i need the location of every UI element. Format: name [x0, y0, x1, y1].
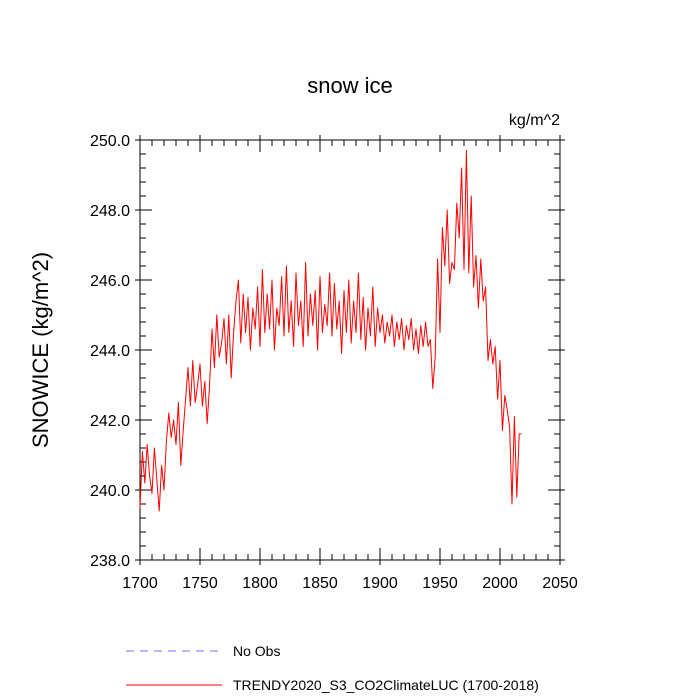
series-line — [139, 150, 522, 512]
x-tick-label: 2050 — [542, 575, 578, 592]
x-tick-label: 1750 — [182, 575, 218, 592]
legend-label-trendy: TRENDY2020_S3_CO2ClimateLUC (1700-2018) — [233, 677, 539, 693]
x-tick-label: 1800 — [242, 575, 278, 592]
y-tick-labels: 238.0 240.0 242.0 244.0 246.0 248.0 250.0 — [90, 133, 130, 570]
x-tick-label: 1950 — [422, 575, 458, 592]
x-tick-labels: 1700 1750 1800 1850 1900 1950 2000 2050 — [122, 575, 578, 592]
axis-ticks — [135, 135, 565, 565]
x-tick-label: 1700 — [122, 575, 158, 592]
y-tick-label: 248.0 — [90, 203, 130, 220]
y-tick-label: 244.0 — [90, 343, 130, 360]
y-tick-label: 250.0 — [90, 133, 130, 150]
x-tick-label: 1900 — [362, 575, 398, 592]
y-tick-label: 238.0 — [90, 553, 130, 570]
series-group — [139, 150, 522, 512]
x-tick-label: 1850 — [302, 575, 338, 592]
y-tick-label: 240.0 — [90, 483, 130, 500]
y-axis-label: SNOWICE (kg/m^2) — [28, 252, 53, 448]
plot-frame — [139, 139, 561, 561]
x-tick-label: 2000 — [482, 575, 518, 592]
y-tick-label: 242.0 — [90, 413, 130, 430]
legend: No Obs TRENDY2020_S3_CO2ClimateLUC (1700… — [126, 643, 539, 693]
units-label: kg/m^2 — [509, 112, 560, 129]
chart-title: snow ice — [307, 73, 393, 98]
legend-label-no-obs: No Obs — [233, 643, 280, 659]
y-tick-label: 246.0 — [90, 273, 130, 290]
